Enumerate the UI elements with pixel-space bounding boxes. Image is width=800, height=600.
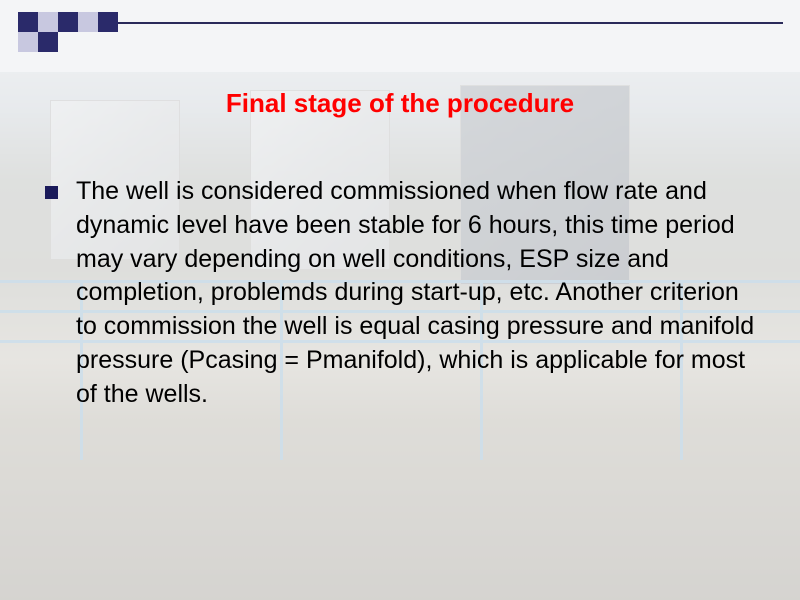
header-block bbox=[98, 12, 118, 32]
header-block bbox=[18, 12, 38, 32]
header-block bbox=[58, 12, 78, 32]
header-decoration-row1 bbox=[18, 12, 118, 32]
header-block bbox=[18, 32, 38, 52]
header-decoration-row2 bbox=[18, 32, 58, 52]
bullet-item: The well is considered commissioned when… bbox=[45, 175, 765, 411]
slide-title: Final stage of the procedure bbox=[0, 88, 800, 119]
header-block bbox=[38, 12, 58, 32]
bullet-text: The well is considered commissioned when… bbox=[76, 175, 765, 411]
header-block bbox=[78, 12, 98, 32]
slide-container: Final stage of the procedure The well is… bbox=[0, 0, 800, 600]
bullet-marker-icon bbox=[45, 186, 58, 199]
header-divider-line bbox=[118, 22, 783, 24]
slide-body: The well is considered commissioned when… bbox=[45, 175, 765, 411]
header-block bbox=[38, 32, 58, 52]
